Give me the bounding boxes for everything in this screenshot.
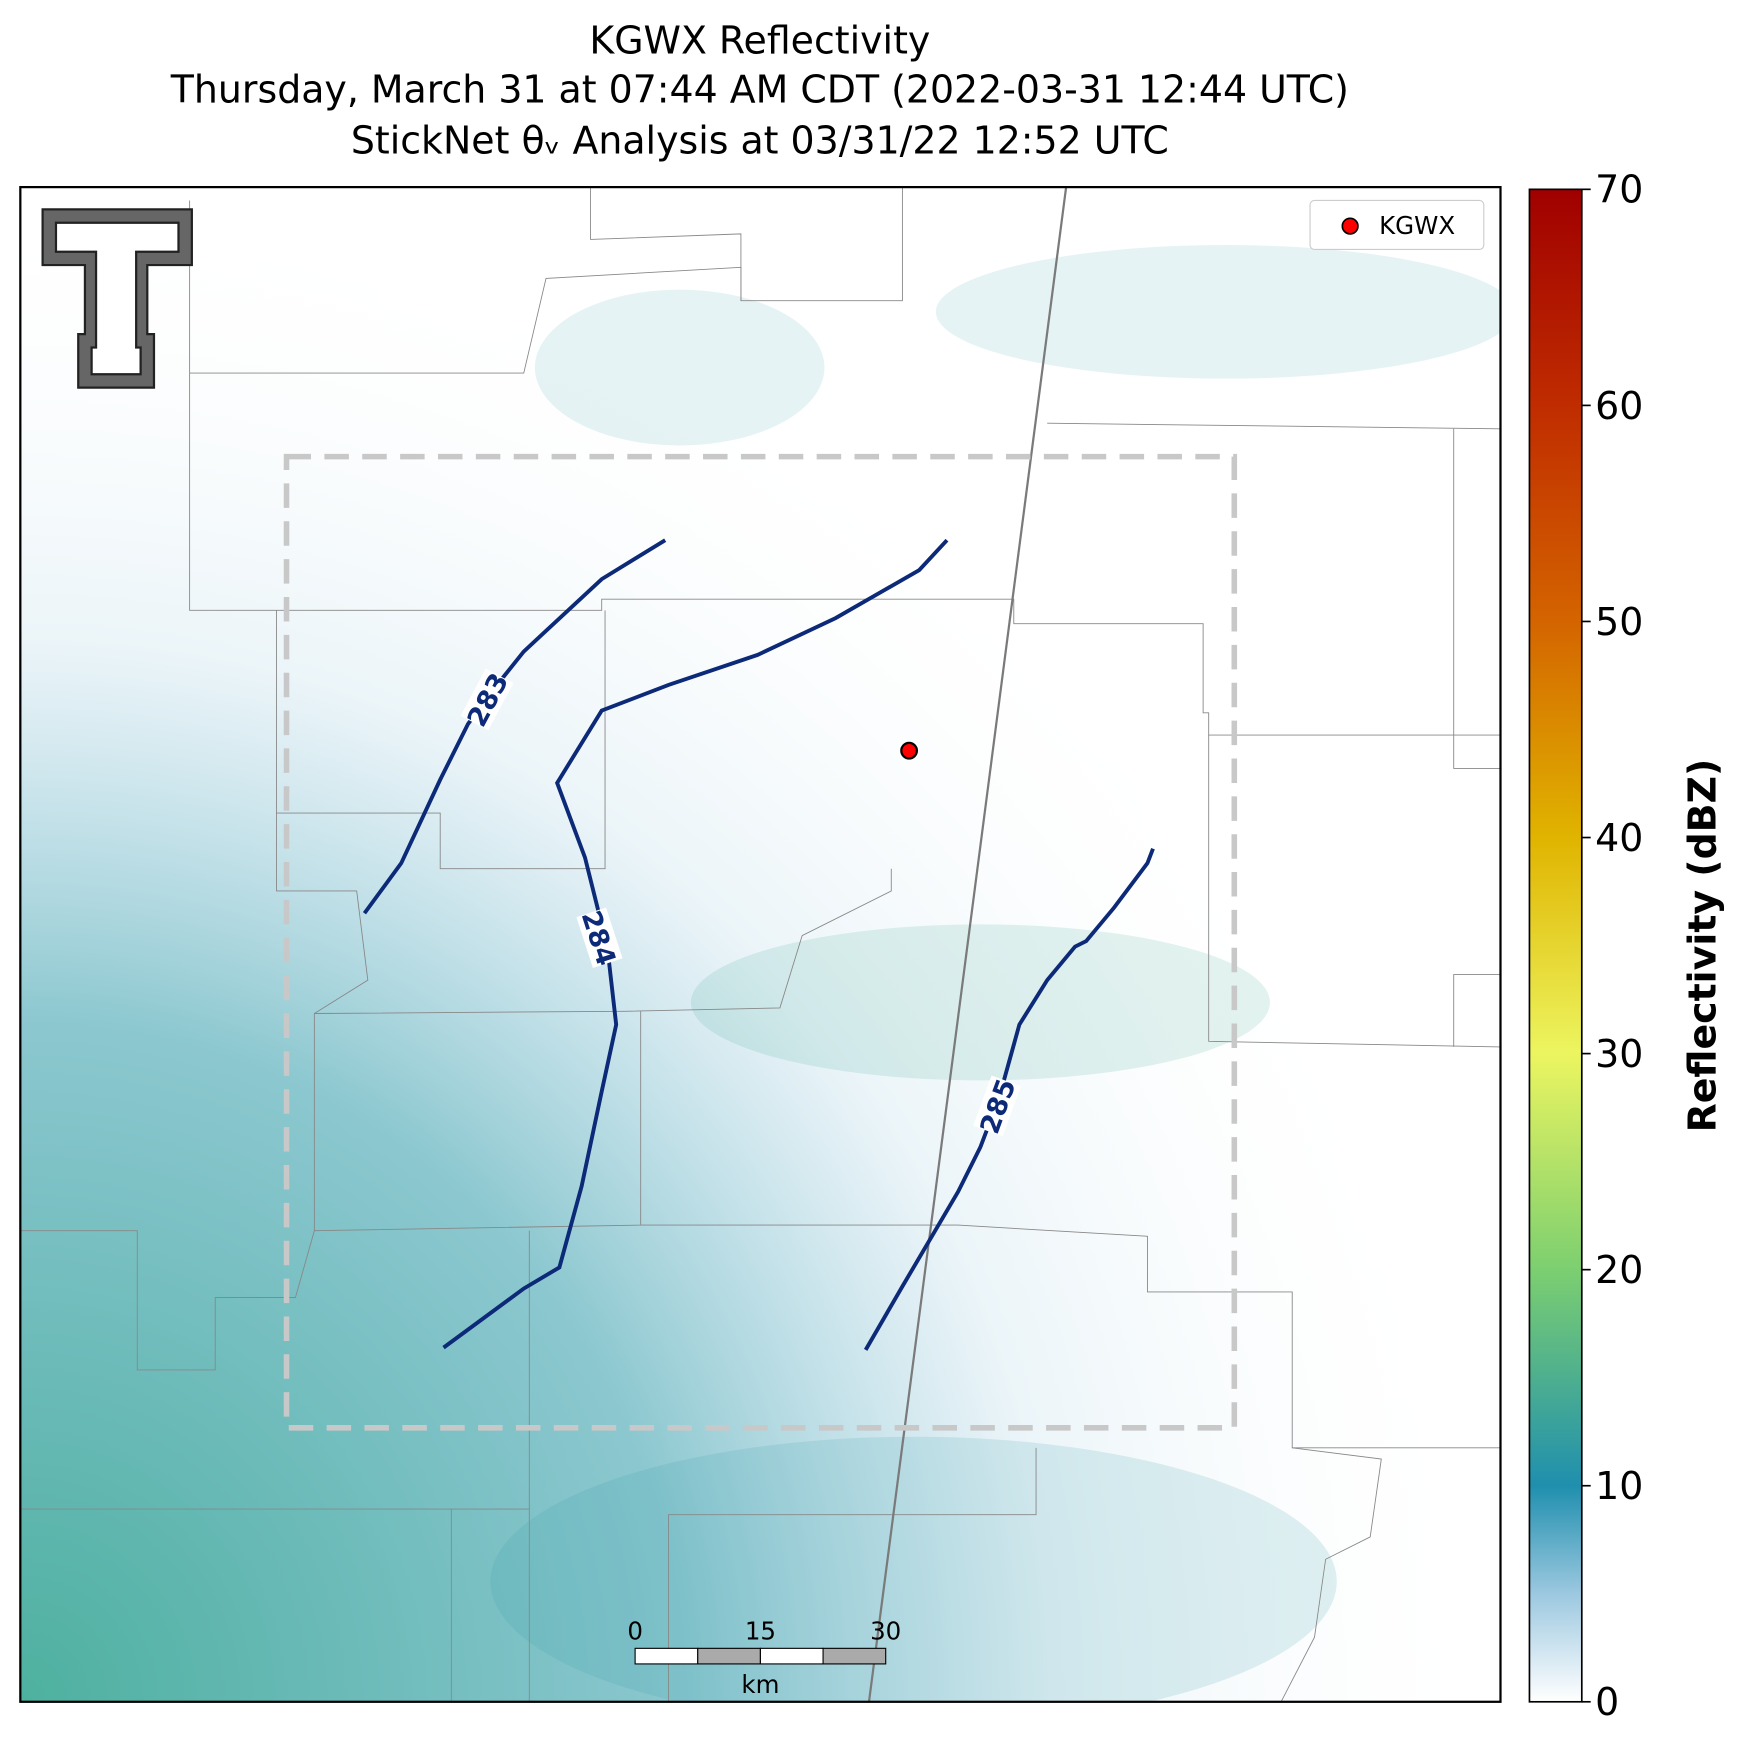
radar-site: [900, 741, 919, 760]
colorbar-tick-label: 70: [1595, 168, 1643, 212]
logo: [41, 208, 193, 389]
colorbar-tick-label: 60: [1595, 384, 1643, 428]
boundaries: [20, 187, 1501, 1702]
contour-label-bg: [460, 668, 514, 731]
legend-marker: [1341, 217, 1359, 235]
colorbar-tick-label: 50: [1595, 600, 1643, 644]
colorbar-ticks: 0 10 20 30 40 50 60 70: [1581, 168, 1643, 1724]
analysis-domain: [283, 453, 1238, 1431]
scale-tick-label: 0: [627, 1616, 643, 1645]
contour-label-bg: [973, 1075, 1021, 1137]
contour-line: [442, 538, 949, 1350]
scale-segment: [759, 1647, 824, 1665]
subtitle: StickNet θᵥ Analysis at 03/31/22 12:52 U…: [351, 119, 1169, 163]
scale-tick-label: 30: [870, 1616, 901, 1645]
map-area: [20, 187, 1501, 1702]
scale-segment: [697, 1647, 761, 1665]
colorbar: [1528, 188, 1583, 1703]
legend: KGWX: [1309, 199, 1485, 251]
echo-field: [935, 245, 1501, 379]
legend-label: KGWX: [1379, 211, 1455, 240]
title: KGWX Reflectivity: [589, 18, 930, 62]
scale-unit: km: [741, 1670, 779, 1699]
colorbar-tick-label: 0: [1595, 1680, 1619, 1724]
road: [867, 187, 1068, 1702]
colorbar-tick-label: 10: [1595, 1464, 1643, 1508]
colorbar-tick-label: 20: [1595, 1248, 1643, 1292]
contour-label-bg: [576, 907, 623, 969]
echo-field: [690, 924, 1270, 1081]
colorbar-tick-label: 40: [1595, 816, 1643, 860]
scale-segment: [634, 1647, 699, 1665]
echo-field: [490, 1436, 1337, 1702]
contour-line: [863, 847, 1155, 1351]
colorbar-tick-label: 30: [1595, 1032, 1643, 1076]
scale-bar: 0 15 30 km: [627, 1616, 901, 1698]
subtitle: Thursday, March 31 at 07:44 AM CDT (2022…: [170, 67, 1349, 111]
scale-segment: [822, 1647, 887, 1665]
legend-box: [1309, 199, 1485, 251]
echo-field: [20, 187, 1501, 1702]
colorbar-label: Reflectivity (dBZ): [1680, 759, 1724, 1133]
map-frame: [19, 185, 1502, 1703]
scale-tick-label: 15: [745, 1616, 776, 1645]
echo-field: [534, 289, 825, 446]
